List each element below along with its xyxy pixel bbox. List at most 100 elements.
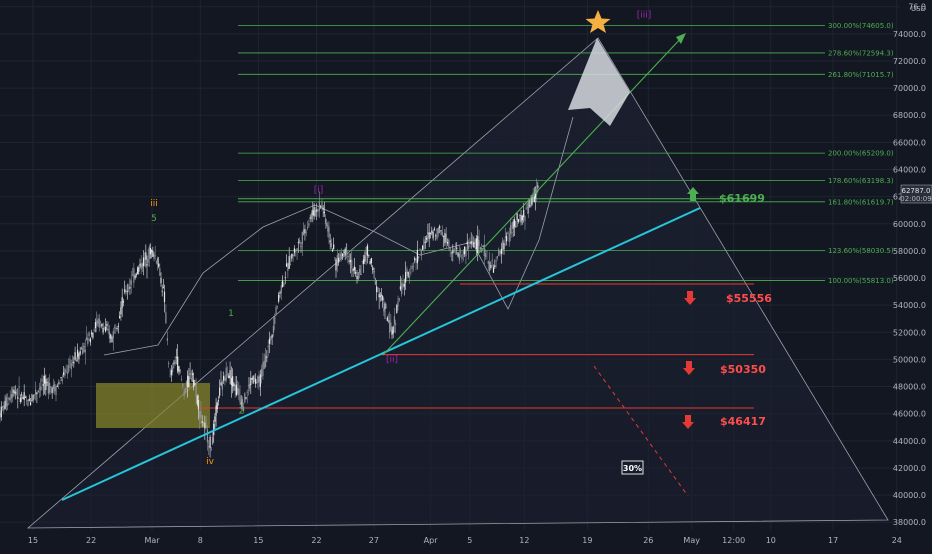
candle-body	[116, 328, 118, 329]
candle	[224, 374, 226, 386]
candle-body	[97, 318, 99, 324]
candle-body	[154, 255, 156, 257]
candle-body	[440, 229, 442, 232]
candle	[271, 333, 273, 345]
wave-label: 5	[151, 214, 157, 224]
candle	[35, 381, 37, 401]
candle-body	[474, 239, 476, 245]
candle	[228, 372, 230, 379]
candle	[460, 247, 462, 258]
candle-body	[188, 376, 190, 388]
candle-body	[485, 253, 487, 258]
candle-body	[479, 247, 481, 250]
candle	[373, 267, 375, 279]
candle	[529, 199, 531, 208]
candle	[333, 237, 335, 250]
candle	[244, 392, 246, 404]
support-levels	[200, 283, 754, 409]
candle-body	[268, 338, 271, 344]
candle	[50, 386, 52, 395]
candle-body	[487, 260, 489, 264]
candle-body	[202, 422, 205, 426]
wave-polyline	[103, 116, 574, 356]
candle-body	[128, 287, 130, 289]
candle	[107, 321, 109, 335]
candle-body	[200, 410, 202, 419]
candle-body	[175, 357, 177, 358]
candle	[78, 352, 80, 364]
candle-body	[376, 286, 378, 293]
time-tick-label: 15	[253, 536, 263, 545]
candle	[365, 246, 367, 265]
candle-body	[165, 312, 167, 324]
time-ticks: 15 22 Mar 8 15 22 27 Apr 5 12 19 26 May 12:00 10 17 24	[28, 536, 902, 545]
candle-body	[131, 274, 134, 276]
candle	[59, 380, 61, 385]
candle-body	[324, 218, 327, 224]
candle	[120, 301, 122, 321]
candle-body	[314, 209, 317, 216]
candle	[314, 207, 317, 217]
candle-body	[353, 266, 355, 271]
candle	[295, 249, 297, 257]
candle	[324, 214, 327, 229]
candle	[130, 270, 132, 294]
candle	[386, 315, 388, 322]
candle	[511, 222, 513, 238]
candle	[142, 250, 145, 276]
candle	[267, 340, 269, 357]
candle	[450, 251, 453, 262]
candle	[502, 237, 504, 255]
price-tick-label: 40000.0	[893, 491, 926, 500]
candle-body	[159, 268, 161, 276]
candle	[225, 361, 227, 383]
candle	[301, 231, 303, 257]
candle	[21, 391, 23, 403]
candle-body	[51, 388, 53, 393]
candle-body	[88, 332, 90, 336]
down-arrow-icon	[683, 361, 695, 375]
candle	[440, 229, 442, 235]
candle	[106, 320, 108, 331]
candle-body	[190, 378, 192, 380]
candle-body	[321, 202, 323, 209]
candle	[308, 219, 310, 229]
candle-body	[490, 264, 492, 268]
candle	[32, 394, 34, 403]
candle	[199, 409, 201, 429]
candle-body	[184, 387, 186, 393]
candle-body	[531, 195, 533, 205]
candle	[75, 356, 77, 363]
candle-body	[201, 421, 203, 423]
candle	[456, 242, 458, 255]
candle	[233, 381, 235, 392]
candle-body	[259, 374, 261, 387]
candle-body	[408, 275, 411, 278]
candle	[223, 371, 225, 384]
candle-body	[274, 316, 276, 324]
candle-body	[133, 268, 135, 283]
candle-body	[320, 205, 322, 207]
price-tick-label: 60000.0	[893, 220, 926, 229]
candle	[206, 425, 209, 451]
wave-label: iv	[206, 457, 215, 467]
candle	[387, 313, 390, 324]
candle-body	[517, 219, 520, 222]
candle	[54, 380, 56, 395]
candle	[45, 374, 47, 396]
candle	[139, 258, 141, 268]
candle-body	[369, 261, 371, 265]
candle	[229, 361, 231, 385]
candle-body	[168, 362, 170, 364]
candle	[111, 335, 113, 343]
candle	[239, 385, 241, 405]
candle	[117, 322, 119, 334]
candle	[33, 394, 35, 400]
candle	[217, 395, 219, 406]
candle-body	[57, 382, 60, 385]
candle-body	[141, 263, 143, 268]
price-tick-label: 44000.0	[893, 437, 926, 446]
candle-body	[339, 253, 341, 259]
candle	[96, 311, 98, 332]
candle	[189, 362, 191, 379]
